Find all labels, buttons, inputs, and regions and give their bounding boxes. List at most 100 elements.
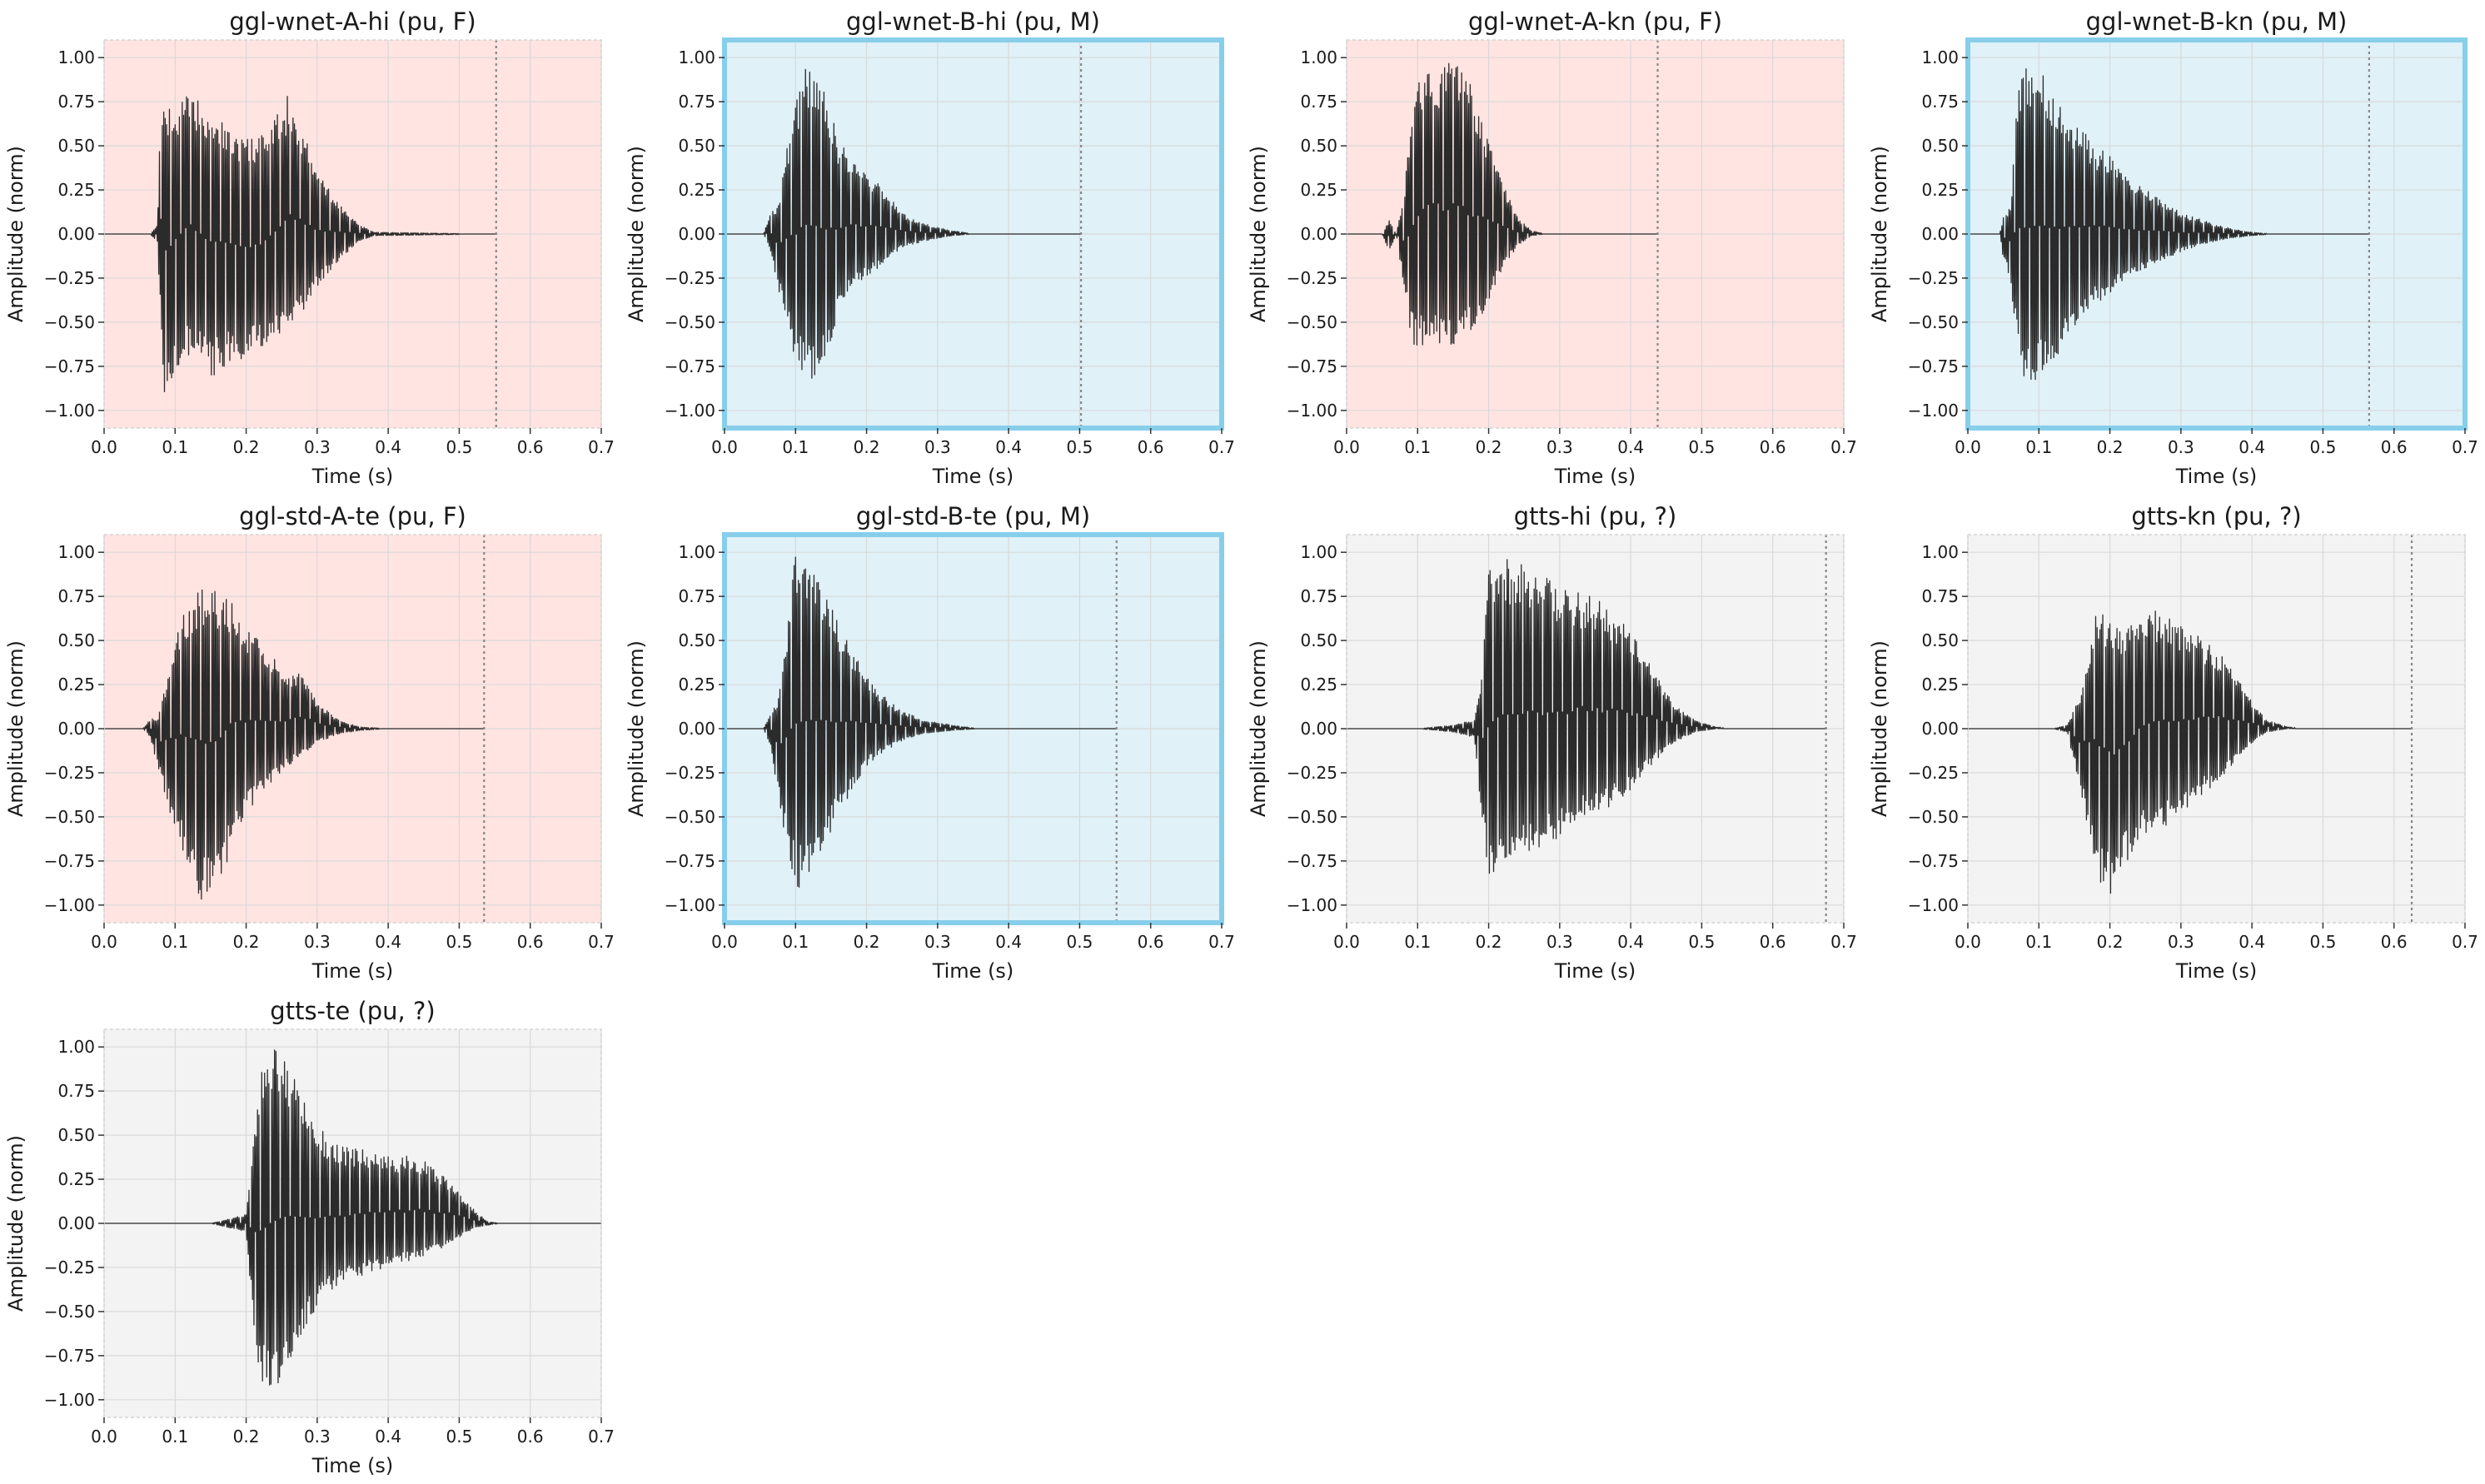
y-tick-label: −0.25 xyxy=(665,268,715,288)
y-tick-label: −1.00 xyxy=(44,895,95,915)
x-tick-label: 0.0 xyxy=(1955,437,1981,457)
x-tick-label: 0.7 xyxy=(1830,932,1857,952)
y-axis-label: Amplitude (norm) xyxy=(1247,640,1270,817)
y-tick-label: 0.50 xyxy=(678,136,715,156)
y-axis-label: Amplitude (norm) xyxy=(4,640,27,817)
y-tick-label: −0.25 xyxy=(44,1257,95,1277)
x-tick-label: 0.7 xyxy=(588,437,615,457)
subplot-8: 0.0 0.1 0.2 0.3 0.4 0.5 0.6 0.7 1.00 0.75 0.50 0.25… xyxy=(1868,502,2478,983)
x-tick-label: 0.7 xyxy=(2452,932,2478,952)
x-tick-label: 0.6 xyxy=(2381,437,2408,457)
x-tick-label: 0.1 xyxy=(782,932,809,952)
x-tick-label: 0.7 xyxy=(588,1427,615,1447)
x-tick-label: 0.2 xyxy=(233,1427,260,1447)
y-tick-label: 0.25 xyxy=(57,675,95,695)
subplot-title: gtts-hi (pu, ?) xyxy=(1514,502,1677,530)
subplot-title: gtts-te (pu, ?) xyxy=(270,997,435,1025)
y-tick-label: −0.75 xyxy=(665,356,715,376)
x-tick-label: 0.1 xyxy=(162,1427,188,1447)
y-tick-label: −0.75 xyxy=(44,1346,95,1366)
y-tick-label: −0.50 xyxy=(665,807,715,827)
y-tick-label: −1.00 xyxy=(44,1390,95,1410)
x-tick-label: 0.0 xyxy=(91,932,117,952)
x-tick-label: 0.1 xyxy=(1404,932,1431,952)
subplot-9: 0.0 0.1 0.2 0.3 0.4 0.5 0.6 0.7 1.00 0.75 0.50 0.25… xyxy=(4,997,615,1477)
y-tick-label: 0.00 xyxy=(1300,224,1337,244)
y-tick-label: 0.50 xyxy=(1300,136,1337,156)
y-axis-label: Amplitude (norm) xyxy=(1247,146,1270,322)
y-tick-label: 1.00 xyxy=(1300,542,1337,562)
y-tick-label: −0.50 xyxy=(1908,807,1959,827)
y-tick-label: 0.50 xyxy=(678,630,715,650)
y-tick-label: −1.00 xyxy=(665,401,715,421)
subplot-6: 0.0 0.1 0.2 0.3 0.4 0.5 0.6 0.7 1.00 0.75 0.50 0.25… xyxy=(625,502,1235,983)
x-tick-label: 0.1 xyxy=(2025,932,2052,952)
x-tick-label: 0.5 xyxy=(1067,932,1093,952)
x-tick-label: 0.0 xyxy=(91,1427,117,1447)
subplot-title: gtts-kn (pu, ?) xyxy=(2131,502,2301,530)
y-tick-label: 0.50 xyxy=(1921,136,1959,156)
y-tick-label: −0.75 xyxy=(1908,356,1959,376)
y-tick-label: −1.00 xyxy=(665,895,715,915)
x-tick-label: 0.0 xyxy=(1955,932,1981,952)
x-tick-label: 0.2 xyxy=(2097,932,2124,952)
y-axis-label: Amplitude (norm) xyxy=(625,146,648,322)
y-tick-label: −0.25 xyxy=(1287,763,1337,783)
y-tick-label: 0.25 xyxy=(1300,675,1337,695)
x-tick-label: 0.6 xyxy=(1760,437,1786,457)
x-tick-label: 0.7 xyxy=(2452,437,2478,457)
y-tick-label: 0.75 xyxy=(57,1081,95,1101)
x-tick-label: 0.6 xyxy=(517,1427,544,1447)
subplot-3: 0.0 0.1 0.2 0.3 0.4 0.5 0.6 0.7 1.00 0.75 0.50 0.25… xyxy=(1247,7,1857,488)
waveform-line xyxy=(104,589,485,900)
y-tick-label: 1.00 xyxy=(1300,47,1337,67)
y-tick-label: −0.50 xyxy=(44,1302,95,1322)
x-tick-label: 0.5 xyxy=(2310,437,2337,457)
y-tick-label: −0.25 xyxy=(44,763,95,783)
y-axis-label: Amplitude (norm) xyxy=(4,146,27,322)
y-tick-label: 0.00 xyxy=(1921,719,1959,739)
x-tick-label: 0.5 xyxy=(2310,932,2337,952)
x-tick-label: 0.3 xyxy=(924,437,951,457)
y-tick-label: 0.00 xyxy=(678,719,715,739)
x-tick-label: 0.7 xyxy=(1830,437,1857,457)
y-tick-label: 0.00 xyxy=(1300,719,1337,739)
x-axis-label: Time (s) xyxy=(1554,465,1636,488)
x-tick-label: 0.3 xyxy=(2168,932,2194,952)
x-tick-label: 0.0 xyxy=(1333,932,1360,952)
y-tick-label: 0.75 xyxy=(1300,92,1337,112)
x-tick-label: 0.1 xyxy=(162,437,188,457)
x-tick-label: 0.1 xyxy=(782,437,809,457)
waveform-line xyxy=(104,1049,601,1386)
y-tick-label: −0.75 xyxy=(44,851,95,871)
x-axis-label: Time (s) xyxy=(932,959,1014,983)
y-tick-label: 0.00 xyxy=(57,224,95,244)
y-tick-label: 0.75 xyxy=(57,586,95,606)
x-tick-label: 0.2 xyxy=(854,932,880,952)
x-tick-label: 0.4 xyxy=(1617,437,1644,457)
x-axis-label: Time (s) xyxy=(311,1454,394,1477)
x-tick-label: 0.5 xyxy=(1067,437,1093,457)
y-tick-label: −0.75 xyxy=(665,851,715,871)
y-tick-label: −1.00 xyxy=(1908,401,1959,421)
x-tick-label: 0.2 xyxy=(1476,437,1502,457)
y-tick-label: 0.25 xyxy=(1921,675,1959,695)
y-tick-label: −0.25 xyxy=(44,268,95,288)
y-tick-label: 1.00 xyxy=(57,1037,95,1057)
x-tick-label: 0.2 xyxy=(854,437,880,457)
x-tick-label: 0.0 xyxy=(1333,437,1360,457)
y-tick-label: −0.50 xyxy=(665,312,715,332)
x-tick-label: 0.6 xyxy=(1760,932,1786,952)
y-tick-label: −0.75 xyxy=(44,356,95,376)
x-tick-label: 0.7 xyxy=(1208,437,1235,457)
y-tick-label: −0.75 xyxy=(1287,356,1337,376)
y-tick-label: 0.25 xyxy=(1300,180,1337,200)
y-tick-label: 0.25 xyxy=(57,1169,95,1189)
x-tick-label: 0.7 xyxy=(588,932,615,952)
y-tick-label: 1.00 xyxy=(57,542,95,562)
x-tick-label: 0.4 xyxy=(375,1427,401,1447)
x-axis-label: Time (s) xyxy=(2175,959,2258,983)
x-tick-label: 0.4 xyxy=(995,932,1022,952)
y-tick-label: 0.75 xyxy=(57,92,95,112)
x-tick-label: 0.2 xyxy=(1476,932,1502,952)
